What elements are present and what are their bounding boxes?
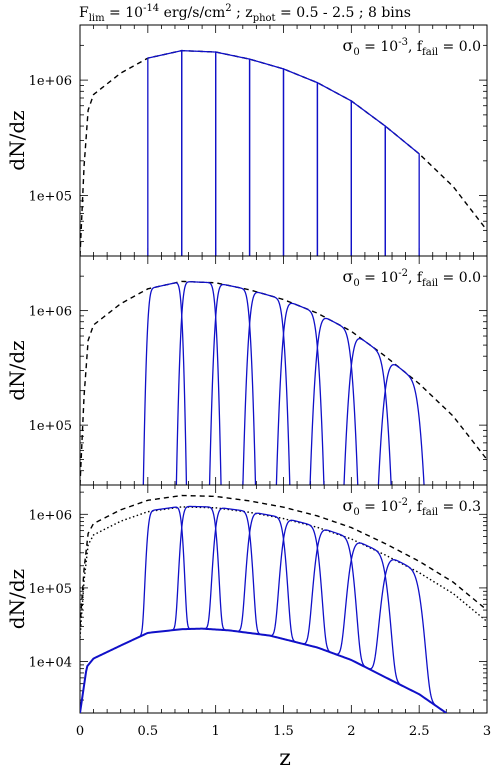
bin-7-distribution bbox=[343, 337, 392, 485]
bin-4-distribution bbox=[242, 291, 291, 485]
y-tick-label: 1e+04 bbox=[29, 656, 72, 671]
bin-1-distribution bbox=[147, 49, 183, 256]
bins bbox=[147, 49, 420, 256]
y-ticks bbox=[80, 255, 487, 486]
x-tick-label: 0 bbox=[76, 724, 84, 739]
y-axis-label: dN/dz bbox=[5, 110, 29, 170]
panel-annotation: σ0 = 10-2, ffail = 0.0 bbox=[342, 267, 481, 289]
y-tick-label: 1e+06 bbox=[29, 305, 72, 320]
x-tick-label: 1.5 bbox=[273, 724, 294, 739]
bin-7-distribution bbox=[325, 542, 411, 691]
total-distribution-line bbox=[80, 494, 487, 627]
bins bbox=[134, 505, 447, 713]
x-tick-labels: 0 0.5 1 1.5 2 2.5 3 bbox=[76, 724, 491, 739]
bin-6-distribution bbox=[309, 317, 359, 485]
y-tick-label: 1e+06 bbox=[29, 508, 72, 523]
panel-1: 1e+05 1e+06 dN/dz σ0 = 10-3, ffail = 0.0 bbox=[5, 24, 488, 257]
bins bbox=[142, 281, 425, 485]
x-tick-label: 3 bbox=[483, 724, 491, 739]
y-tick-label: 1e+05 bbox=[29, 190, 72, 205]
y-ticks bbox=[80, 491, 487, 714]
bin-4-distribution bbox=[230, 512, 303, 645]
bin-5-distribution bbox=[275, 302, 325, 485]
bin-7-distribution bbox=[350, 99, 386, 256]
bin-5-distribution bbox=[262, 519, 339, 656]
bin-2-distribution bbox=[175, 281, 222, 485]
y-tick-label: 1e+05 bbox=[29, 582, 72, 597]
bin-3-distribution bbox=[208, 283, 257, 485]
panel-annotation: σ0 = 10-3, ffail = 0.0 bbox=[342, 36, 481, 58]
bin-8-distribution bbox=[384, 124, 420, 256]
total-distribution-line bbox=[80, 280, 487, 485]
bin-8-distribution bbox=[357, 559, 447, 713]
x-tick-label: 0.5 bbox=[137, 724, 158, 739]
panel-3: 1e+04 1e+05 1e+06 dN/dz σ0 = 10-2, ffail = 0… bbox=[5, 484, 488, 714]
y-tick-label: 1e+05 bbox=[29, 419, 72, 434]
y-tick-label: 1e+06 bbox=[29, 74, 72, 89]
y-axis-label: dN/dz bbox=[5, 340, 29, 400]
catastrophic-failure-line bbox=[80, 627, 447, 713]
panel-2: 1e+05 1e+06 dN/dz σ0 = 10-2, ffail = 0.0 bbox=[5, 255, 488, 486]
x-tick-label: 2 bbox=[347, 724, 355, 739]
bin-4-distribution bbox=[248, 58, 285, 256]
bin-1-distribution bbox=[142, 282, 188, 485]
detected-distribution-line bbox=[80, 506, 487, 638]
bin-6-distribution bbox=[316, 81, 352, 256]
panel-frame bbox=[79, 255, 488, 486]
x-ticks bbox=[79, 485, 488, 713]
x-axis-label: z bbox=[279, 746, 291, 771]
panel-annotation: σ0 = 10-2, ffail = 0.3 bbox=[342, 496, 481, 518]
y-axis-label: dN/dz bbox=[5, 569, 29, 629]
bin-6-distribution bbox=[293, 529, 376, 673]
bin-1-distribution bbox=[134, 506, 196, 640]
bin-3-distribution bbox=[215, 51, 251, 256]
x-ticks bbox=[79, 256, 488, 485]
x-tick-label: 2.5 bbox=[409, 724, 430, 739]
bin-3-distribution bbox=[198, 507, 267, 636]
bin-5-distribution bbox=[282, 67, 319, 256]
bin-2-distribution bbox=[181, 49, 217, 256]
figure-title: Flim = 10-14 erg/s/cm2 ; zphot = 0.5 - 2… bbox=[79, 3, 411, 24]
bin-2-distribution bbox=[166, 505, 232, 632]
bin-8-distribution bbox=[377, 364, 425, 485]
x-tick-label: 1 bbox=[212, 724, 220, 739]
